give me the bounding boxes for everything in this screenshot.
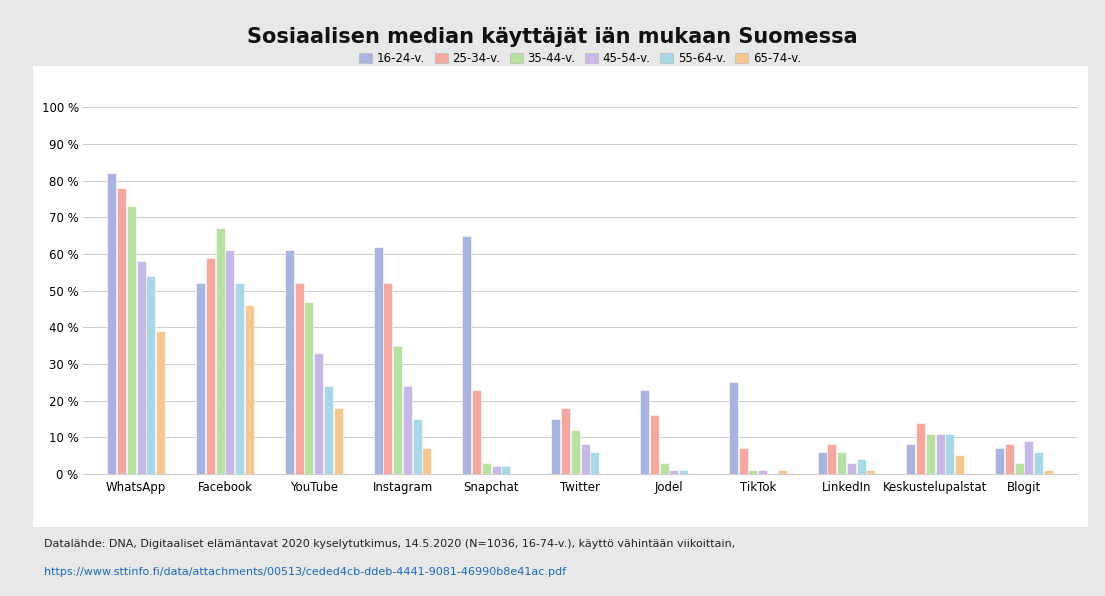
Bar — [285, 250, 294, 474]
Bar — [996, 448, 1004, 474]
Bar — [245, 305, 254, 474]
Bar — [561, 408, 570, 474]
Bar — [383, 283, 392, 474]
Bar — [590, 452, 599, 474]
Bar — [304, 302, 314, 474]
Bar — [680, 470, 688, 474]
Bar — [571, 430, 580, 474]
Bar — [295, 283, 304, 474]
Bar — [412, 419, 422, 474]
Bar — [738, 448, 748, 474]
Bar — [117, 188, 126, 474]
Bar — [640, 390, 649, 474]
Bar — [955, 455, 965, 474]
Bar — [462, 235, 472, 474]
Bar — [580, 445, 589, 474]
Bar — [748, 470, 757, 474]
Bar — [828, 445, 836, 474]
Bar — [422, 448, 431, 474]
Bar — [670, 470, 678, 474]
Bar — [936, 433, 945, 474]
Bar — [403, 386, 412, 474]
Bar — [206, 257, 214, 474]
Bar — [334, 408, 343, 474]
Bar — [373, 247, 382, 474]
Bar — [225, 250, 234, 474]
Text: Sosiaalisen median käyttäjät iän mukaan Suomessa: Sosiaalisen median käyttäjät iän mukaan … — [248, 27, 857, 47]
Bar — [1024, 441, 1033, 474]
Bar — [137, 261, 146, 474]
Bar — [1004, 445, 1014, 474]
Bar — [146, 276, 156, 474]
Bar — [778, 470, 787, 474]
Bar — [127, 206, 136, 474]
Legend: 16-24-v., 25-34-v., 35-44-v., 45-54-v., 55-64-v., 65-74-v.: 16-24-v., 25-34-v., 35-44-v., 45-54-v., … — [355, 47, 806, 70]
Bar — [818, 452, 827, 474]
Bar — [107, 173, 116, 474]
Bar — [492, 467, 501, 474]
Bar — [926, 433, 935, 474]
Bar — [729, 382, 738, 474]
Bar — [196, 283, 206, 474]
Bar — [393, 346, 402, 474]
Bar — [314, 353, 323, 474]
Bar — [660, 463, 669, 474]
Bar — [1034, 452, 1043, 474]
Bar — [551, 419, 560, 474]
Bar — [758, 470, 767, 474]
Bar — [1014, 463, 1023, 474]
Bar — [156, 331, 165, 474]
Bar — [324, 386, 333, 474]
Bar — [650, 415, 659, 474]
Text: Datalähde: DNA, Digitaaliset elämäntavat 2020 kyselytutkimus, 14.5.2020 (N=1036,: Datalähde: DNA, Digitaaliset elämäntavat… — [44, 539, 736, 550]
Bar — [846, 463, 856, 474]
Bar — [946, 433, 955, 474]
Bar — [1044, 470, 1053, 474]
Bar — [482, 463, 491, 474]
Bar — [502, 467, 511, 474]
Bar — [906, 445, 915, 474]
Bar — [856, 459, 865, 474]
Bar — [866, 470, 875, 474]
Text: https://www.sttinfo.fi/data/attachments/00513/ceded4cb-ddeb-4441-9081-46990b8e41: https://www.sttinfo.fi/data/attachments/… — [44, 567, 567, 578]
Bar — [472, 390, 481, 474]
Bar — [838, 452, 846, 474]
Bar — [916, 423, 925, 474]
Bar — [235, 283, 244, 474]
Bar — [215, 228, 224, 474]
